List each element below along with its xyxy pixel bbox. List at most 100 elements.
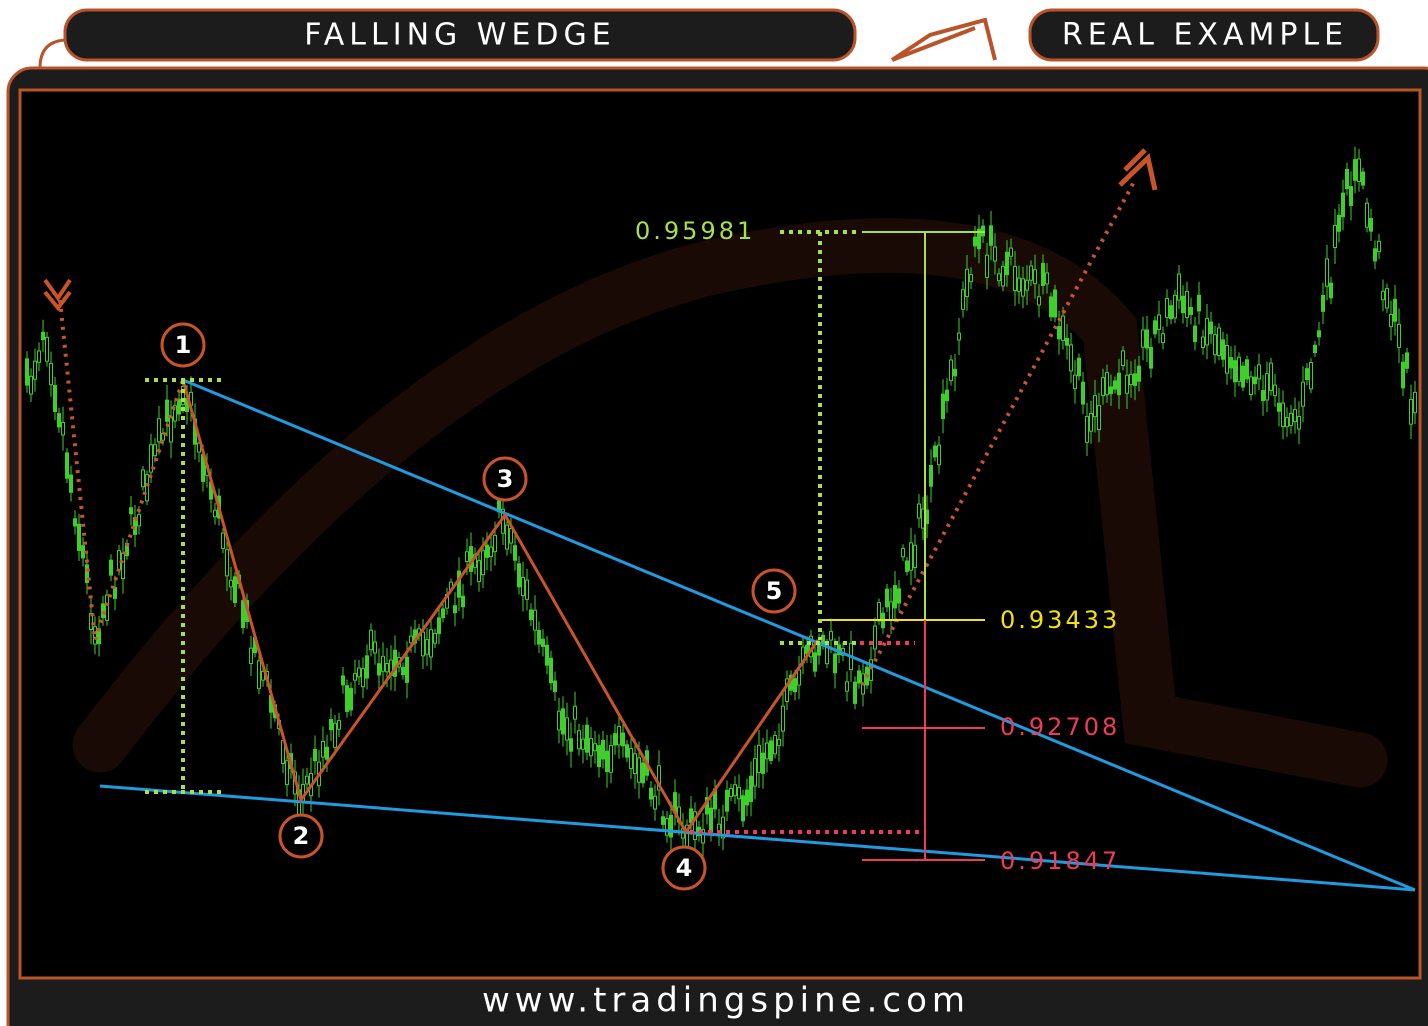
candle-body	[345, 685, 349, 712]
candle-body	[969, 274, 973, 283]
candle-body	[585, 724, 589, 753]
candle-body	[349, 688, 353, 711]
candle-body	[1221, 339, 1225, 360]
candle-body	[1297, 416, 1301, 430]
candle-body	[1193, 325, 1197, 343]
candle-body	[1185, 290, 1189, 318]
candle-body	[513, 545, 517, 561]
candle-body	[537, 629, 541, 645]
candle-body	[93, 626, 97, 645]
candle-body	[1037, 296, 1041, 306]
candle-body	[857, 670, 861, 684]
footer: www.tradingspine.com	[482, 981, 970, 1021]
candle-body	[373, 641, 377, 654]
candle-body	[1361, 171, 1365, 186]
badge-circle	[751, 568, 797, 614]
candle-body	[557, 710, 561, 731]
candle-body	[1157, 314, 1161, 330]
badge-label: 3	[497, 465, 514, 493]
candle-body	[545, 644, 549, 666]
candle-body	[149, 444, 153, 473]
candle-body	[777, 738, 781, 747]
candle-body	[1409, 399, 1413, 425]
candle-body	[77, 523, 81, 552]
candle-body	[797, 669, 801, 686]
candle-body	[1061, 315, 1065, 341]
candle-body	[981, 225, 985, 237]
candle-body	[1113, 380, 1117, 390]
badge-label: 5	[766, 577, 783, 605]
candle-body	[533, 609, 537, 631]
candle-body	[573, 705, 577, 720]
candle-body	[957, 332, 961, 341]
candle-body	[905, 560, 909, 572]
candle-body	[953, 368, 957, 377]
candle-body	[885, 588, 889, 608]
candle-body	[661, 816, 665, 825]
candle-body	[45, 336, 49, 362]
candle-body	[621, 732, 625, 747]
candle-body	[933, 445, 937, 458]
candle-body	[1393, 298, 1397, 322]
candle-body	[1337, 214, 1341, 232]
candle-body	[1313, 344, 1317, 354]
candle-body	[1333, 224, 1337, 249]
candle-body	[669, 814, 673, 838]
candle-body	[813, 652, 817, 672]
candle-body	[333, 722, 337, 748]
candle-body	[425, 639, 429, 655]
candle-body	[421, 631, 425, 657]
candle-body	[873, 625, 877, 650]
candle-body	[1173, 294, 1177, 319]
candle-body	[1101, 377, 1105, 396]
candle-body	[1413, 391, 1417, 414]
candle-body	[1241, 365, 1245, 388]
candle-body	[1065, 337, 1069, 346]
candle-body	[377, 663, 381, 676]
candle-body	[225, 549, 229, 577]
candle-body	[553, 680, 557, 692]
candle-body	[581, 738, 585, 750]
candle-body	[853, 681, 857, 704]
candle-body	[1089, 412, 1093, 432]
candle-body	[1233, 360, 1237, 383]
candle-body	[1385, 288, 1389, 309]
candle-body	[173, 405, 177, 422]
candle-body	[529, 609, 533, 621]
candle-body	[477, 560, 481, 583]
candle-body	[1345, 168, 1349, 190]
candle-body	[433, 632, 437, 644]
candle-body	[429, 629, 433, 658]
candle-body	[633, 753, 637, 775]
candle-body	[1369, 217, 1373, 232]
candle-body	[53, 384, 57, 412]
candle-body	[1009, 247, 1013, 257]
candle-body	[829, 631, 833, 641]
candle-body	[61, 421, 65, 436]
candle-body	[701, 829, 705, 844]
candle-body	[1165, 298, 1169, 318]
candle-body	[1213, 334, 1217, 356]
candle-body	[441, 608, 445, 619]
candle-body	[1169, 305, 1173, 320]
candle-body	[1293, 409, 1297, 423]
candle-body	[781, 705, 785, 732]
candle-body	[169, 416, 173, 443]
candle-body	[365, 655, 369, 679]
candle-body	[605, 750, 609, 773]
candle-body	[561, 708, 565, 735]
candle-body	[729, 788, 733, 797]
candle-body	[653, 795, 657, 810]
candle-body	[521, 577, 525, 597]
candle-body	[1325, 258, 1329, 287]
title: FALLING WEDGE	[304, 18, 615, 53]
candle-body	[613, 733, 617, 746]
candle-body	[1005, 251, 1009, 276]
candle-body	[1281, 402, 1285, 428]
candle-body	[1077, 357, 1081, 377]
candle-body	[1357, 158, 1361, 182]
candle-body	[973, 236, 977, 247]
stop-level: 0.92708	[1000, 713, 1120, 741]
candle-body	[909, 542, 913, 571]
candle-body	[1353, 159, 1357, 181]
